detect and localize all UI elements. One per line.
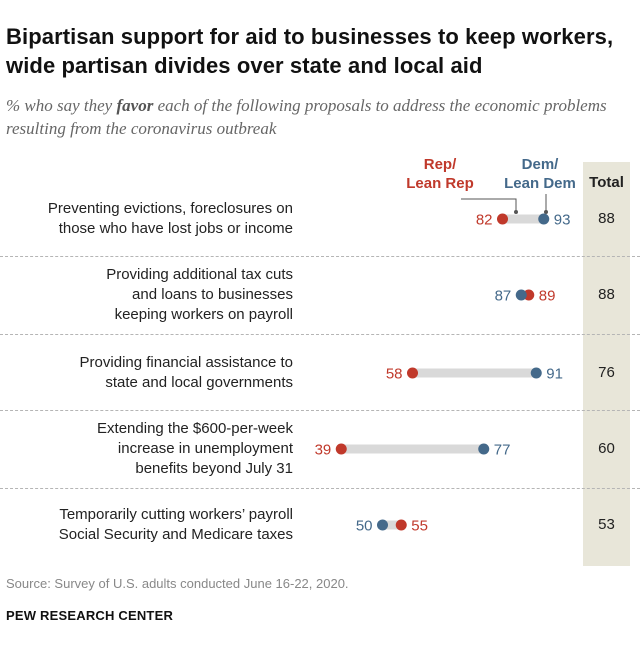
row-separator <box>0 256 640 257</box>
legend-dem-leader-tick <box>544 210 548 214</box>
total-column-background <box>583 162 630 566</box>
legend-rep-leader <box>461 198 517 212</box>
rep-value-label: 89 <box>539 288 556 305</box>
chart-subtitle: % who say they favor each of the followi… <box>6 94 626 140</box>
rep-dot <box>497 213 508 225</box>
row-separator <box>0 410 640 411</box>
row-label: Temporarily cutting workers’ payroll Soci… <box>6 505 293 545</box>
total-value: 88 <box>598 286 615 303</box>
dem-dot <box>538 213 550 225</box>
dem-dot <box>377 519 388 531</box>
row-label-line: increase in unemployment <box>117 440 293 457</box>
row-separator <box>0 488 640 489</box>
row-label-line: those who have lost jobs or income <box>58 220 293 237</box>
rep-dot <box>335 443 347 455</box>
row-label-line: state and local governments <box>105 374 293 391</box>
chart-title: Bipartisan support for aid to businesses… <box>6 24 614 78</box>
total-value: 88 <box>598 210 615 227</box>
row-label-line: Preventing evictions, foreclosures on <box>47 200 293 217</box>
subtitle-suffix: each of the following proposals to addre… <box>6 96 607 138</box>
row-label-line: Extending the $600-per-week <box>97 420 293 437</box>
legend-dem-line2: Lean Dem <box>504 175 576 192</box>
dem-dot <box>478 443 490 455</box>
row-label-line: Providing financial assistance to <box>79 354 293 371</box>
org-credit: PEW RESEARCH CENTER <box>6 608 174 623</box>
rep-dot <box>407 367 418 379</box>
dem-value-label: 93 <box>554 212 571 229</box>
row-label-line: Temporarily cutting workers’ payroll <box>59 506 293 523</box>
total-value: 76 <box>598 364 615 381</box>
rep-value-label: 55 <box>411 518 428 535</box>
row-label-line: Providing additional tax cuts <box>106 266 293 283</box>
rep-value-label: 58 <box>386 366 403 383</box>
legend-rep-line1: Rep/ <box>423 156 457 173</box>
row-label-line: benefits beyond July 31 <box>135 460 293 477</box>
dem-value-label: 91 <box>546 366 563 383</box>
dem-dot <box>515 289 527 301</box>
dem-value-label: 87 <box>495 288 512 305</box>
row-label: Extending the $600-per-week increase in u… <box>6 419 293 479</box>
legend-dem-line1: Dem/ <box>521 156 559 173</box>
subtitle-emphasis: favor <box>116 96 154 115</box>
subtitle-prefix: % who say they <box>6 96 117 115</box>
row-label-line: and loans to businesses <box>132 286 293 303</box>
total-value: 53 <box>598 516 615 533</box>
source-note: Source: Survey of U.S. adults conducted … <box>6 576 349 591</box>
rep-value-label: 39 <box>315 442 332 459</box>
rep-value-label: 82 <box>476 212 493 229</box>
row-label-line: keeping workers on payroll <box>114 306 293 323</box>
row-separator <box>0 334 640 335</box>
row-label-line: Social Security and Medicare taxes <box>58 526 293 543</box>
dem-value-label: 50 <box>356 518 373 535</box>
legend-rep-line2: Lean Rep <box>406 175 474 192</box>
legend-rep: Rep/ Lean Rep <box>400 155 480 193</box>
rep-dot <box>395 519 407 531</box>
row-label: Providing financial assistance to state a… <box>6 353 293 393</box>
row-label: Preventing evictions, foreclosures on tho… <box>6 199 293 239</box>
legend-rep-leader-tick <box>514 210 518 214</box>
row-label: Providing additional tax cuts and loans t… <box>6 265 293 325</box>
total-value: 60 <box>598 440 615 457</box>
total-column-header: Total <box>589 174 624 191</box>
legend-dem: Dem/ Lean Dem <box>494 155 586 193</box>
dem-dot <box>530 367 542 379</box>
dem-value-label: 77 <box>494 442 511 459</box>
